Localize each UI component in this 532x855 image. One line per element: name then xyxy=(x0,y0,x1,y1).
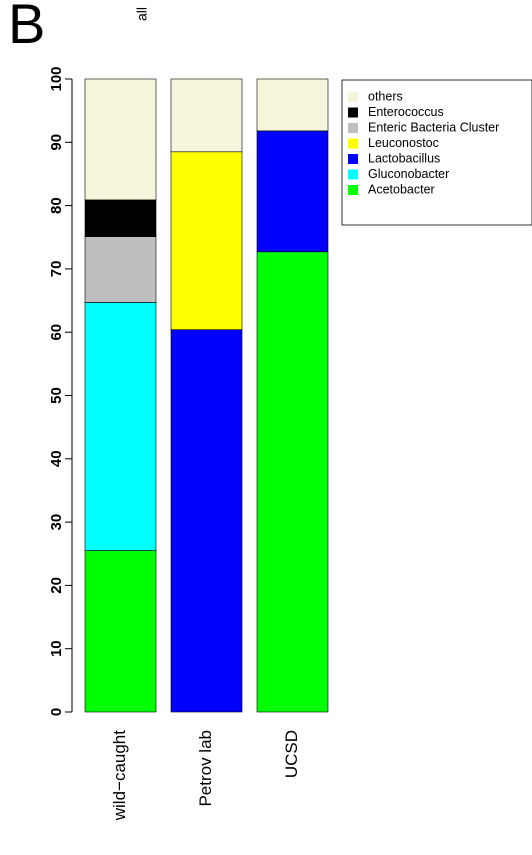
legend-swatch xyxy=(348,107,358,118)
y-tick-label: 20 xyxy=(48,577,65,594)
bar-segment xyxy=(84,236,157,303)
legend-swatch xyxy=(348,138,358,149)
bar-segment xyxy=(256,78,329,132)
category-label: Petrov lab xyxy=(196,730,215,807)
legend-label: Leuconostoc xyxy=(368,136,439,150)
y-tick-label: 10 xyxy=(48,640,65,657)
legend-swatch xyxy=(348,185,358,195)
panel-letter: B xyxy=(8,0,46,55)
legend-swatch xyxy=(348,123,358,133)
bar-segment xyxy=(170,78,243,153)
y-tick-label: 40 xyxy=(48,450,65,467)
bars xyxy=(84,78,329,713)
legend-label: Lactobacillus xyxy=(368,151,440,165)
y-tick-label: 80 xyxy=(48,197,65,214)
category-label: wild−caught xyxy=(110,730,129,822)
category-label: UCSD xyxy=(282,730,301,778)
legend-label: others xyxy=(368,89,403,103)
bar-segment xyxy=(84,302,157,551)
legend-swatch xyxy=(348,92,358,102)
y-tick-label: 60 xyxy=(48,324,65,341)
bar-segment xyxy=(256,130,329,253)
y-tick-label: 0 xyxy=(48,708,65,716)
legend-box xyxy=(341,79,532,226)
bar-segment xyxy=(256,251,329,713)
y-tick-label: 30 xyxy=(48,514,65,531)
y-tick-label: 70 xyxy=(48,261,65,278)
chart-title-group: all xyxy=(134,7,150,21)
y-axis: 0 10 20 30 40 50 60 70 80 90 100 xyxy=(48,66,73,716)
legend-label: Enteric Bacteria Cluster xyxy=(368,120,499,134)
x-axis-labels: wild−caught Petrov lab UCSD xyxy=(110,730,301,822)
bar-segment xyxy=(84,78,157,201)
y-tick-label: 50 xyxy=(48,387,65,404)
bar-segment xyxy=(170,151,243,330)
chart-title: all xyxy=(134,7,150,21)
legend-swatch xyxy=(348,154,358,164)
bar-segment xyxy=(84,199,157,237)
legend-label: Acetobacter xyxy=(368,182,435,196)
y-tick-label: 100 xyxy=(48,66,65,91)
bar-segment xyxy=(170,329,243,713)
legend-swatch xyxy=(348,169,358,180)
bar-segment xyxy=(84,550,157,713)
y-tick-label: 90 xyxy=(48,134,65,151)
legend-label: Gluconobacter xyxy=(368,167,449,181)
legend-label: Enterococcus xyxy=(368,105,444,119)
